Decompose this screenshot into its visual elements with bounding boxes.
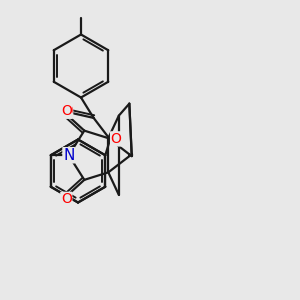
Text: O: O <box>61 192 72 206</box>
Text: O: O <box>111 132 122 146</box>
Text: O: O <box>62 104 73 118</box>
Text: O: O <box>61 104 72 118</box>
Text: N: N <box>63 148 74 163</box>
